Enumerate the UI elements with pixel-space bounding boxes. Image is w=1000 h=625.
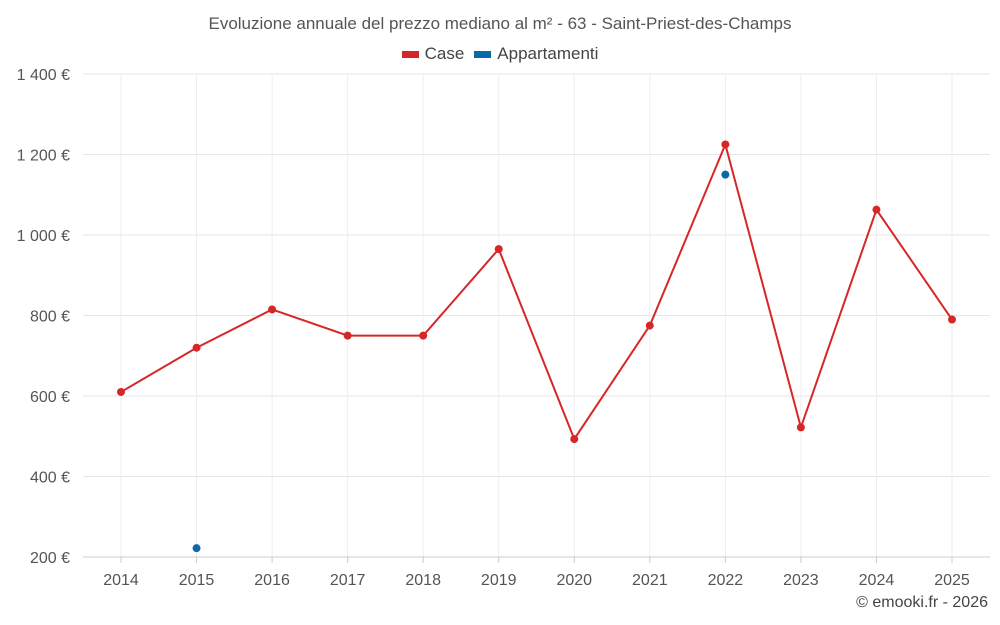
x-tick-label: 2016 xyxy=(254,572,290,589)
legend: Case Appartamenti xyxy=(0,44,1000,64)
data-point-appartamenti[interactable] xyxy=(721,170,730,179)
chart-title: Evoluzione annuale del prezzo mediano al… xyxy=(208,14,792,33)
data-point-case[interactable] xyxy=(721,140,730,149)
x-tick-label: 2017 xyxy=(330,572,366,589)
data-point-case[interactable] xyxy=(117,387,125,396)
data-point-appartamenti[interactable] xyxy=(192,544,201,553)
copyright-text: © emooki.fr - 2026 xyxy=(856,594,988,611)
series-line-case xyxy=(120,141,953,442)
data-point-case[interactable] xyxy=(570,435,579,444)
data-point-case[interactable] xyxy=(948,315,956,324)
data-point-case[interactable] xyxy=(192,343,201,352)
legend-label-case: Case xyxy=(424,44,465,63)
data-point-case[interactable] xyxy=(494,245,503,254)
x-tick-label: 2014 xyxy=(103,572,139,589)
data-point-case[interactable] xyxy=(268,305,277,314)
y-tick-label: 400 € xyxy=(30,470,70,487)
y-tick-label: 200 € xyxy=(30,550,70,567)
x-tick-label: 2025 xyxy=(934,572,970,589)
legend-item-case[interactable]: Case xyxy=(401,44,465,64)
y-tick-label: 1 400 € xyxy=(17,67,70,84)
data-point-case[interactable] xyxy=(645,321,654,330)
x-tick-label: 2022 xyxy=(708,572,744,589)
legend-swatch-appartamenti xyxy=(474,50,492,58)
y-tick-label: 1 000 € xyxy=(17,228,70,245)
x-tick-label: 2015 xyxy=(179,572,215,589)
legend-swatch-case xyxy=(401,50,419,58)
data-point-case[interactable] xyxy=(872,205,881,214)
data-point-case[interactable] xyxy=(419,331,428,340)
data-point-case[interactable] xyxy=(796,423,805,432)
data-point-case[interactable] xyxy=(343,331,352,340)
legend-label-appartamenti: Appartamenti xyxy=(497,44,599,63)
legend-item-appartamenti[interactable]: Appartamenti xyxy=(474,44,598,64)
x-tick-label: 2021 xyxy=(632,572,668,589)
y-tick-label: 600 € xyxy=(30,389,70,406)
y-tick-label: 1 200 € xyxy=(17,148,70,165)
x-tick-label: 2019 xyxy=(481,572,517,589)
x-tick-label: 2024 xyxy=(859,572,895,589)
x-tick-label: 2023 xyxy=(783,572,819,589)
x-tick-label: 2018 xyxy=(405,572,441,589)
y-tick-label: 800 € xyxy=(30,309,70,326)
x-tick-label: 2020 xyxy=(556,572,592,589)
